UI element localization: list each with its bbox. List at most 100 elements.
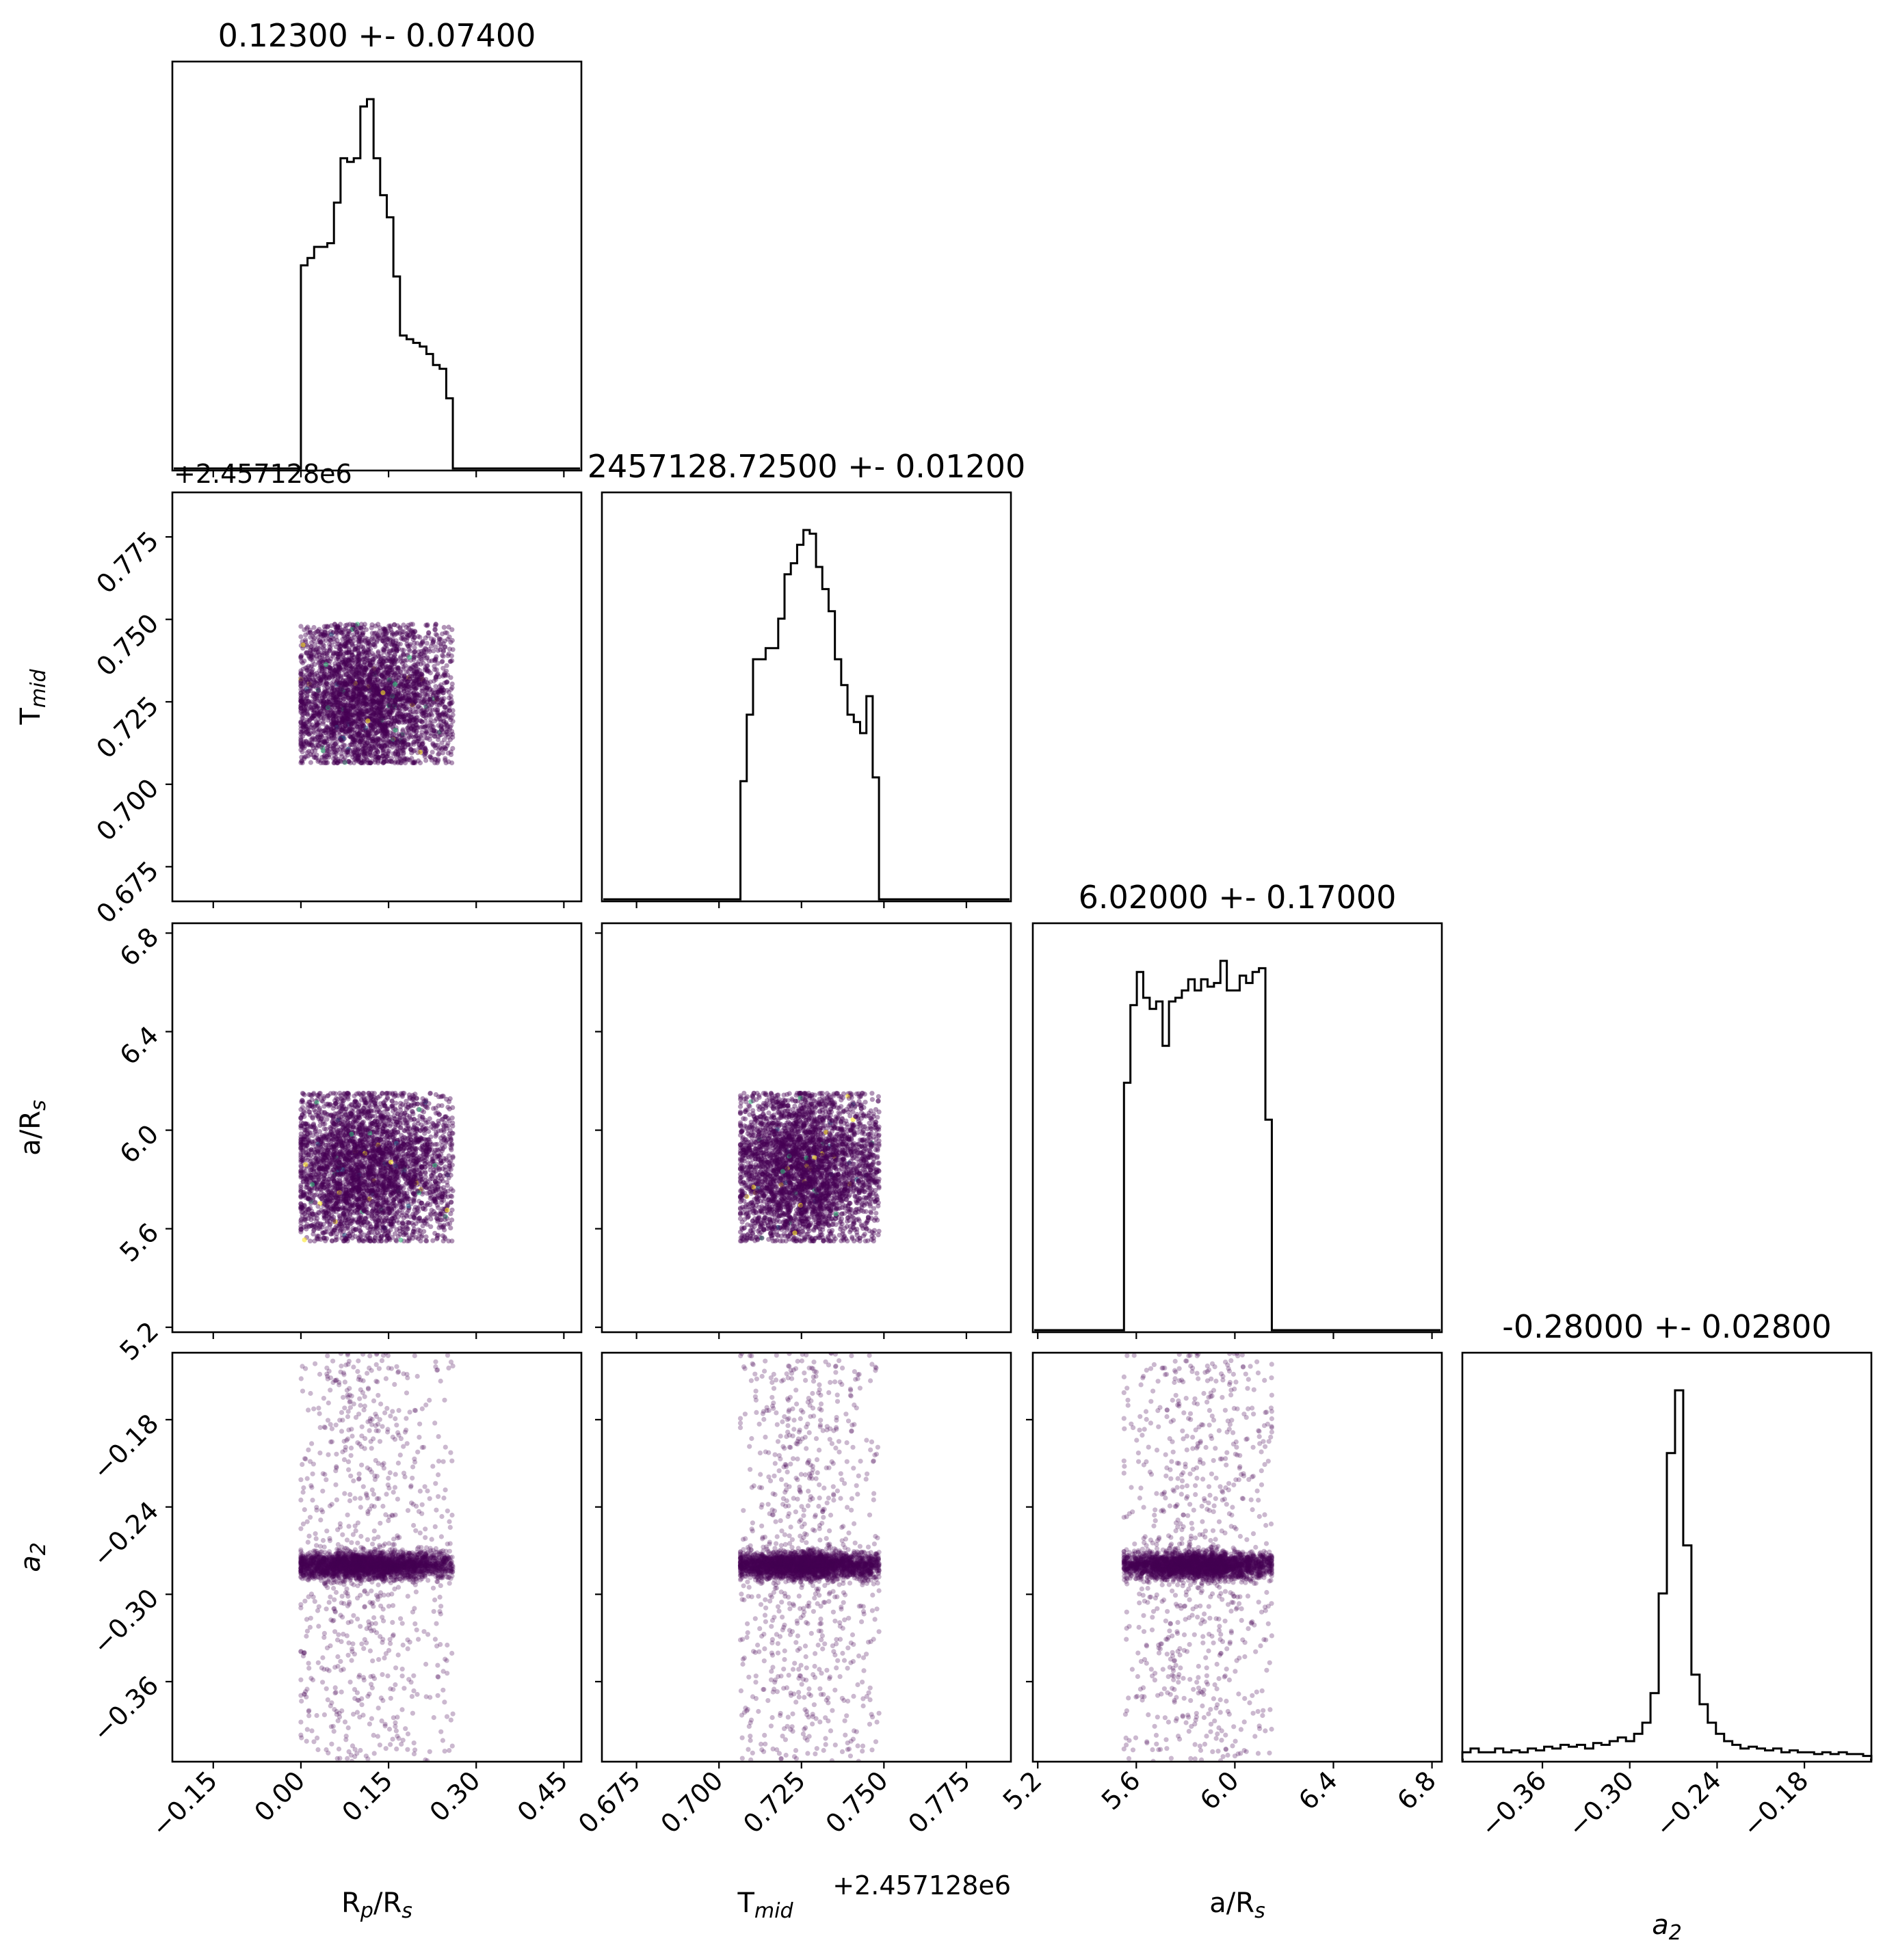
- scatter-point: [311, 691, 317, 696]
- scatter-point: [419, 648, 424, 654]
- scatter-point: [317, 631, 323, 637]
- scatter-point: [332, 732, 337, 738]
- scatter-point: [424, 692, 430, 698]
- scatter-point: [316, 687, 321, 693]
- scatter-point: [340, 717, 345, 723]
- scatter-point: [355, 731, 360, 737]
- scatter-point: [382, 686, 388, 691]
- scatter-point: [379, 724, 384, 729]
- scatter-point: [432, 734, 437, 739]
- scatter-point: [300, 698, 305, 703]
- scatter-point: [315, 628, 321, 634]
- scatter-point: [400, 651, 406, 657]
- scatter-point: [409, 691, 415, 697]
- scatter-point: [311, 624, 317, 631]
- scatter-point: [376, 690, 382, 696]
- scatter-point: [433, 745, 438, 751]
- scatter-point: [362, 659, 367, 665]
- scatter-point: [321, 671, 327, 676]
- scatter-point: [396, 711, 401, 717]
- scatter-point: [371, 689, 377, 695]
- scatter-point: [334, 736, 339, 742]
- scatter-point: [399, 647, 405, 652]
- scatter-point: [408, 648, 413, 654]
- scatter-point: [385, 690, 391, 696]
- scatter-point: [343, 641, 348, 646]
- scatter-point: [358, 626, 365, 631]
- scatter-point: [415, 661, 421, 667]
- scatter-point: [356, 638, 361, 644]
- scatter-point: [317, 711, 322, 717]
- scatter-point: [411, 715, 417, 720]
- scatter-point: [319, 733, 325, 739]
- scatter-point: [356, 746, 361, 752]
- scatter-point: [365, 680, 371, 686]
- scatter-point: [348, 689, 354, 694]
- scatter-point: [367, 663, 373, 668]
- scatter-point: [367, 673, 372, 678]
- scatter-point: [389, 691, 395, 697]
- scatter-point: [406, 730, 412, 735]
- scatter-point: [346, 674, 352, 679]
- scatter-point: [367, 745, 372, 751]
- scatter-point: [320, 641, 326, 647]
- scatter-point: [356, 756, 362, 761]
- scatter-point: [380, 726, 385, 732]
- scatter-point: [405, 726, 410, 731]
- scatter-point: [367, 639, 372, 644]
- scatter-point: [361, 654, 367, 660]
- scatter-point: [446, 695, 452, 700]
- scatter-point: [414, 681, 419, 687]
- scatter-point: [354, 758, 359, 763]
- scatter-point: [326, 696, 332, 702]
- scatter-point: [381, 695, 386, 700]
- scatter-point: [429, 755, 434, 760]
- scatter-point: [311, 646, 316, 652]
- scatter-point: [298, 709, 304, 715]
- scatter-point: [373, 747, 379, 753]
- scatter-point: [334, 687, 340, 692]
- scatter-point: [393, 682, 398, 687]
- scatter-point: [424, 667, 430, 673]
- scatter-point: [431, 648, 436, 654]
- scatter-point: [388, 667, 393, 673]
- scatter-point: [381, 659, 387, 665]
- scatter-point: [381, 759, 387, 765]
- scatter-point: [414, 715, 419, 720]
- scatter-point: [334, 638, 340, 644]
- scatter-point: [395, 692, 400, 698]
- scatter-point: [360, 680, 366, 685]
- scatter-point: [426, 684, 432, 689]
- scatter-point: [415, 692, 421, 698]
- scatter-point: [307, 630, 313, 635]
- scatter-point: [357, 716, 363, 721]
- scatter-point: [395, 659, 400, 664]
- scatter-point: [332, 741, 338, 747]
- scatter-point: [363, 650, 369, 656]
- scatter-point: [378, 699, 384, 704]
- scatter-point: [387, 730, 393, 735]
- scatter-point: [300, 642, 306, 648]
- scatter-point: [343, 644, 348, 649]
- scatter-point: [315, 717, 321, 722]
- scatter-point: [373, 623, 378, 628]
- scatter-point: [374, 721, 380, 727]
- scatter-point: [416, 742, 422, 747]
- scatter-point: [388, 710, 393, 715]
- scatter-point: [395, 750, 401, 755]
- scatter-point: [365, 760, 371, 766]
- scatter-point: [331, 690, 337, 696]
- scatter-point: [395, 718, 400, 724]
- scatter-point: [358, 729, 363, 734]
- scatter-point: [356, 700, 363, 705]
- scatter-point: [324, 679, 329, 685]
- scatter-point: [349, 722, 354, 728]
- scatter-point: [354, 632, 360, 637]
- scatter-point: [371, 698, 376, 704]
- scatter-point: [335, 661, 341, 667]
- scatter-point: [311, 683, 317, 689]
- scatter-point: [340, 657, 345, 663]
- scatter-point: [341, 629, 346, 635]
- scatter-point: [425, 663, 430, 669]
- scatter-point: [413, 698, 419, 704]
